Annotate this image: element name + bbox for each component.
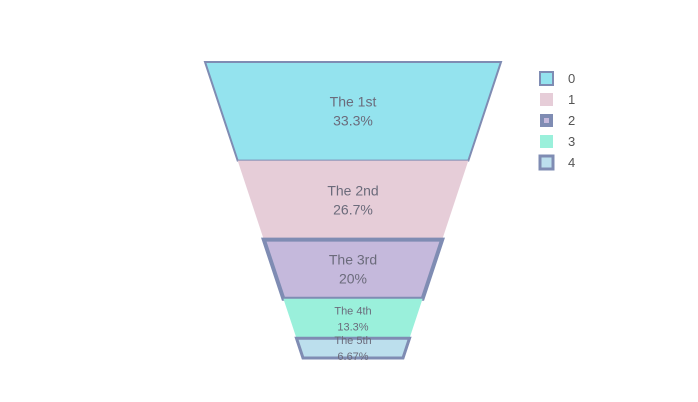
funnel-segments: The 1st 33.3% The 2nd 26.7% The 3rd 20% The 4t… xyxy=(203,61,503,363)
legend: 0 1 2 3 4 xyxy=(538,71,575,171)
legend-label-4[interactable]: 4 xyxy=(568,155,575,170)
funnel-percent-0: 33.3% xyxy=(333,113,373,129)
legend-label-1[interactable]: 1 xyxy=(568,92,575,107)
funnel-percent-4: 6.67% xyxy=(337,351,368,363)
legend-swatch-1[interactable] xyxy=(540,93,553,106)
funnel-percent-1: 26.7% xyxy=(333,202,373,218)
legend-swatch-3[interactable] xyxy=(540,135,553,148)
funnel-segment-3[interactable] xyxy=(283,298,423,339)
funnel-segment-1[interactable] xyxy=(237,160,469,240)
legend-label-3[interactable]: 3 xyxy=(568,134,575,149)
funnel-percent-2: 20% xyxy=(339,271,367,287)
funnel-label-4: The 5th xyxy=(334,335,371,347)
funnel-segment-4[interactable] xyxy=(294,336,412,360)
funnel-label-0: The 1st xyxy=(330,94,377,110)
legend-swatch-4[interactable] xyxy=(538,154,555,171)
funnel-segment-2[interactable] xyxy=(261,237,445,301)
legend-label-0[interactable]: 0 xyxy=(568,71,575,86)
funnel-label-2: The 3rd xyxy=(329,252,377,268)
legend-swatch-2[interactable] xyxy=(540,114,553,127)
funnel-segment-0[interactable] xyxy=(203,61,503,162)
funnel-label-1: The 2nd xyxy=(327,183,378,199)
legend-swatch-0[interactable] xyxy=(539,71,554,86)
legend-label-2[interactable]: 2 xyxy=(568,113,575,128)
funnel-percent-3: 13.3% xyxy=(337,321,368,333)
funnel-label-3: The 4th xyxy=(334,305,371,317)
